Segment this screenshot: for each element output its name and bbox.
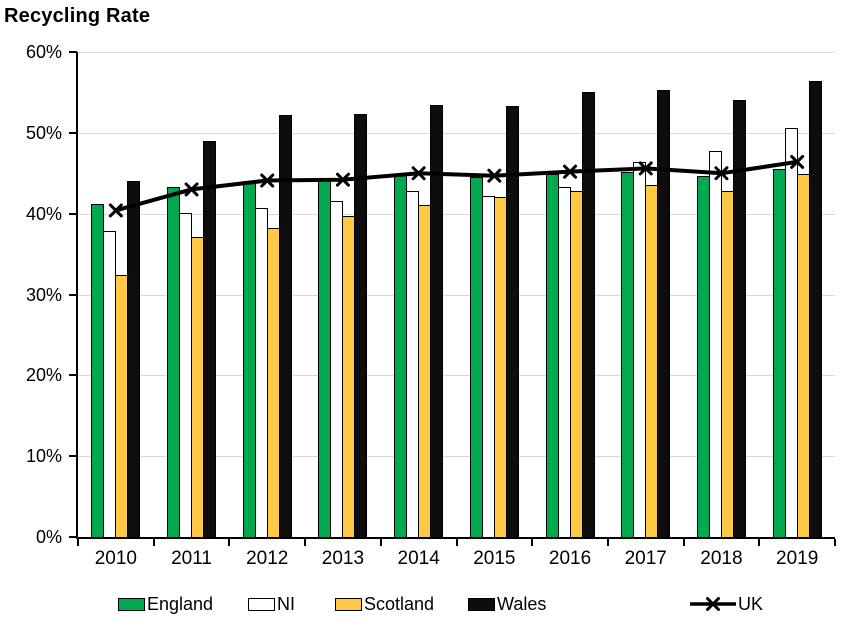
wales-bar-2017 [657, 90, 671, 537]
scotland-swatch-icon [335, 597, 362, 611]
wales-bar-2010 [127, 181, 141, 537]
x-axis-tick-label: 2019 [776, 548, 819, 569]
x-axis-tick [758, 539, 761, 546]
x-axis-tick [455, 539, 458, 546]
y-axis-tick-label: 60% [25, 42, 62, 62]
ni-swatch-icon [248, 597, 275, 611]
gridline [78, 294, 835, 296]
gridline [78, 132, 835, 134]
x-axis-tick [606, 539, 609, 546]
y-axis-tick [69, 212, 77, 215]
wales-bar-2015 [505, 106, 519, 537]
x-axis-tick [228, 539, 231, 546]
legend-item-wales: Wales [468, 592, 546, 616]
x-axis-tick-label: 2014 [397, 548, 440, 569]
legend-label-england: England [147, 594, 214, 614]
legend-item-ni: NI [248, 592, 295, 616]
gridline [78, 375, 835, 377]
y-axis-tick-label: 30% [25, 284, 62, 305]
plot-area [78, 52, 835, 537]
bar-group-2017 [608, 52, 684, 537]
bar-group-2018 [684, 52, 760, 537]
x-axis-tick-label: 2013 [321, 548, 365, 569]
x-axis-tick-label: 2011 [171, 548, 212, 569]
bar-group-2015 [457, 52, 533, 537]
y-axis-tick-label: 50% [25, 122, 62, 143]
gridline [78, 52, 835, 53]
wales-bar-2012 [278, 115, 292, 537]
x-axis-tick-label: 2018 [700, 548, 743, 569]
y-axis-tick [69, 455, 77, 458]
y-axis-tick-label: 10% [25, 446, 62, 467]
y-axis-tick [69, 293, 77, 296]
bar-group-2014 [381, 52, 457, 537]
y-axis-tick [69, 374, 77, 377]
bar-group-2013 [305, 52, 381, 537]
bar-group-2019 [759, 52, 835, 537]
bar-group-2010 [78, 52, 154, 537]
bar-group-2016 [532, 52, 608, 537]
bar-group-2012 [229, 52, 305, 537]
bar-group-2011 [154, 52, 230, 537]
chart-title: Recycling Rate [4, 5, 151, 27]
legend-label-uk: UK [738, 594, 764, 614]
y-axis-tick [69, 536, 77, 538]
wales-swatch-icon [468, 597, 495, 611]
wales-bar-2018 [732, 100, 746, 537]
legend-item-england: England [118, 592, 213, 616]
wales-bar-2016 [581, 92, 595, 537]
uk-line-marker-icon [690, 597, 736, 611]
legend-item-uk: UK [690, 592, 763, 616]
y-axis-tick-label: 20% [25, 365, 62, 386]
x-axis-tick [152, 539, 155, 546]
y-axis-tick-label: 40% [25, 203, 62, 224]
x-axis-tick [834, 539, 836, 546]
legend-label-wales: Wales [497, 594, 547, 614]
gridline [78, 213, 835, 215]
legend-label-scotland: Scotland [364, 594, 435, 614]
x-axis-tick-label: 2015 [473, 548, 516, 569]
y-axis-tick [69, 51, 77, 53]
x-axis-tick [379, 539, 382, 546]
x-axis-tick [77, 539, 79, 546]
x-axis-tick [304, 539, 307, 546]
legend-item-scotland: Scotland [335, 592, 434, 616]
x-axis-line [76, 537, 835, 539]
x-axis-tick-label: 2010 [94, 548, 137, 569]
legend-label-ni: NI [277, 594, 295, 614]
wales-bar-2014 [430, 105, 444, 537]
y-axis-tick-label: 0% [35, 527, 62, 547]
x-axis-tick [682, 539, 685, 546]
wales-bar-2013 [354, 114, 368, 537]
legend: England NI Scotland Wales UK [0, 592, 849, 618]
gridline [78, 456, 835, 458]
x-axis-tick-label: 2017 [624, 548, 667, 569]
x-axis-tick [531, 539, 534, 546]
england-swatch-icon [118, 597, 145, 611]
y-axis-line [76, 52, 78, 539]
y-axis-tick [69, 131, 77, 134]
x-axis-tick-label: 2016 [548, 548, 592, 569]
x-axis-tick-label: 2012 [246, 548, 289, 569]
wales-bar-2019 [808, 81, 822, 537]
wales-bar-2011 [203, 141, 217, 537]
